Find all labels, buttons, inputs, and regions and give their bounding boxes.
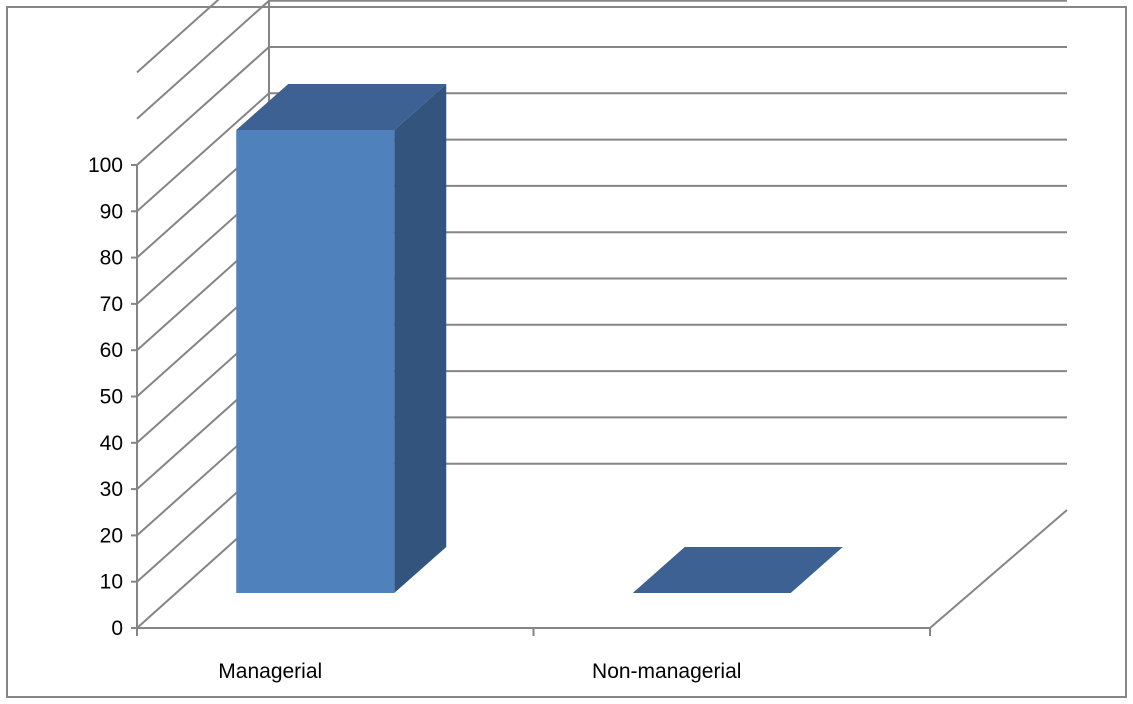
floor-right-edge	[929, 509, 1068, 629]
y-tick-label: 60	[100, 339, 123, 362]
bar-front-face	[236, 130, 395, 593]
y-tick-label: 50	[100, 386, 123, 409]
gridline-diagonal	[136, 46, 270, 166]
x-category-label: Managerial	[218, 660, 322, 683]
gridline-diagonal	[136, 92, 270, 213]
gridline-diagonal	[136, 0, 270, 120]
y-tick-label: 40	[100, 432, 123, 455]
bar-top-face	[236, 84, 447, 130]
y-tick-label: 30	[100, 478, 123, 501]
bar-managerial	[236, 84, 447, 593]
bars	[236, 84, 843, 593]
y-tick-label: 0	[111, 617, 123, 640]
y-tick-label: 80	[100, 247, 123, 270]
bar-side-face	[394, 84, 447, 593]
y-tick-label: 20	[100, 524, 123, 547]
y-tick-label: 90	[100, 200, 123, 223]
x-category-label: Non-managerial	[592, 660, 741, 683]
y-axis-tick-labels: 0 10 20 30 40 50 60 70 80 90 100	[88, 154, 123, 640]
axes	[131, 164, 1068, 636]
chart-border	[6, 6, 1127, 698]
y-tick-label: 10	[100, 571, 123, 594]
y-tick-label: 100	[88, 154, 123, 177]
bar-top-face	[632, 547, 843, 593]
gridline-diagonal	[136, 0, 220, 74]
bar-non-managerial	[632, 547, 843, 593]
y-tick-label: 70	[100, 293, 123, 316]
x-axis-category-labels: Managerial Non-managerial	[218, 660, 741, 683]
